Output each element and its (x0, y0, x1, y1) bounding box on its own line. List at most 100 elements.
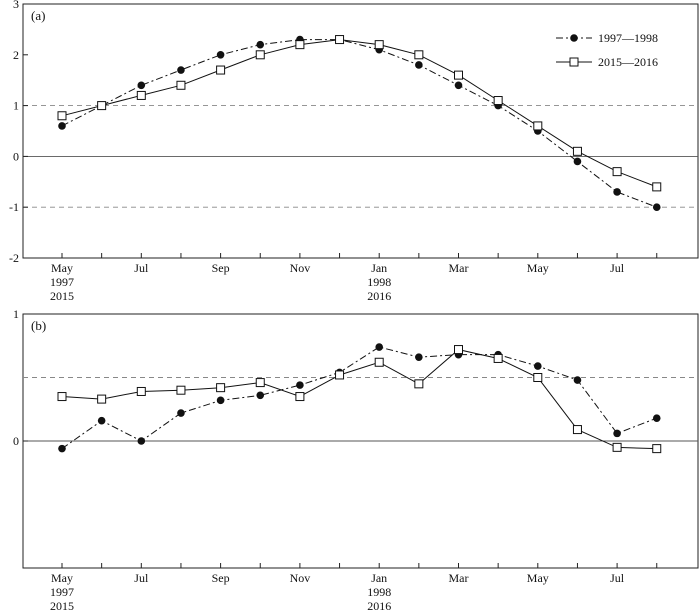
data-point-circle (652, 203, 661, 211)
legend-marker (570, 34, 578, 42)
data-point-square (374, 357, 384, 367)
data-point-square (572, 425, 582, 435)
data-point-square (335, 370, 345, 380)
x-tick-label: 1997 (50, 585, 74, 599)
data-point-square (454, 70, 463, 80)
data-point-square (414, 379, 424, 389)
x-tick-label: May (51, 261, 73, 275)
y-tick-label: 2 (13, 48, 19, 62)
data-point-circle (415, 61, 423, 69)
x-tick-label: Jul (610, 261, 625, 275)
data-point-circle (216, 396, 225, 405)
data-point-square (612, 167, 622, 177)
x-tick-label: Sep (212, 571, 230, 585)
data-point-square (255, 50, 265, 60)
y-tick-label: -2 (9, 251, 19, 265)
x-tick-label: May (51, 571, 73, 585)
legend-label: 2015—2016 (598, 55, 658, 69)
series-line-0 (61, 346, 657, 450)
y-tick-label: -1 (9, 200, 19, 214)
data-point-circle (415, 353, 423, 361)
data-point-square (57, 392, 67, 402)
data-point-square (295, 40, 305, 50)
x-tick-label: 1997 (50, 275, 74, 289)
legend-marker (569, 57, 579, 67)
x-tick-label: 1998 (367, 275, 391, 289)
x-tick-label: Nov (290, 261, 311, 275)
panel-label: (b) (31, 318, 46, 333)
y-tick-label: 1 (13, 99, 19, 113)
x-tick-label: Jul (610, 571, 625, 585)
series-line-1 (61, 39, 657, 188)
data-point-circle (58, 122, 66, 130)
x-tick-label: 2016 (367, 289, 391, 303)
x-tick-label: Jul (134, 571, 149, 585)
data-point-square (335, 35, 345, 45)
data-point-square (97, 394, 107, 404)
y-tick-label: 0 (13, 434, 19, 448)
data-point-circle (454, 81, 463, 90)
x-tick-label: Jan (371, 571, 387, 585)
data-point-circle (177, 66, 185, 74)
x-tick-label: Sep (212, 261, 230, 275)
data-point-square (295, 392, 305, 402)
data-point-circle (137, 81, 146, 90)
data-point-square (216, 383, 226, 393)
data-point-circle (573, 157, 582, 166)
series-line-1 (61, 349, 657, 450)
data-point-circle (97, 416, 106, 425)
legend: 1997—1998 2015—2016 (556, 31, 658, 69)
x-tick-label: Jul (134, 261, 149, 275)
series-line-0 (61, 39, 657, 208)
data-point-circle (652, 414, 661, 422)
data-point-square (414, 50, 424, 60)
data-point-square (57, 111, 67, 121)
data-point-square (572, 146, 582, 156)
panel-label: (a) (31, 8, 45, 23)
x-tick-label: 1998 (367, 585, 391, 599)
data-point-circle (375, 343, 384, 351)
x-tick-label: 2015 (50, 289, 74, 303)
data-point-circle (137, 437, 146, 445)
data-point-square (493, 96, 503, 106)
data-point-circle (256, 40, 265, 49)
data-point-square (612, 442, 622, 452)
data-point-circle (296, 381, 304, 389)
y-tick-label: 3 (13, 0, 19, 11)
data-point-square (652, 182, 662, 192)
plot-frame (22, 3, 699, 259)
data-point-square (374, 40, 384, 50)
legend-label: 1997—1998 (598, 31, 658, 45)
x-tick-label: 2016 (367, 599, 391, 613)
data-point-square (136, 386, 146, 396)
x-tick-label: May (527, 261, 549, 275)
data-point-circle (216, 51, 225, 59)
data-point-square (216, 65, 226, 75)
data-point-circle (534, 362, 542, 370)
data-point-circle (58, 444, 66, 453)
data-point-square (176, 385, 186, 395)
data-point-square (533, 373, 543, 382)
data-point-square (454, 345, 463, 355)
data-point-square (255, 378, 265, 388)
data-point-square (176, 80, 186, 90)
x-tick-label: Mar (449, 571, 469, 585)
data-point-circle (177, 409, 185, 417)
x-tick-label: May (527, 571, 549, 585)
data-point-square (652, 444, 662, 454)
data-point-circle (256, 391, 265, 400)
data-point-square (493, 353, 503, 363)
data-point-circle (613, 188, 621, 196)
y-tick-label: 1 (13, 307, 19, 321)
data-point-square (136, 90, 146, 100)
data-point-square (533, 121, 543, 131)
data-point-circle (613, 429, 621, 438)
data-point-circle (573, 376, 582, 384)
x-tick-label: Mar (449, 261, 469, 275)
y-tick-label: 0 (13, 149, 19, 163)
x-tick-label: Nov (290, 571, 311, 585)
x-tick-label: 2015 (50, 599, 74, 613)
